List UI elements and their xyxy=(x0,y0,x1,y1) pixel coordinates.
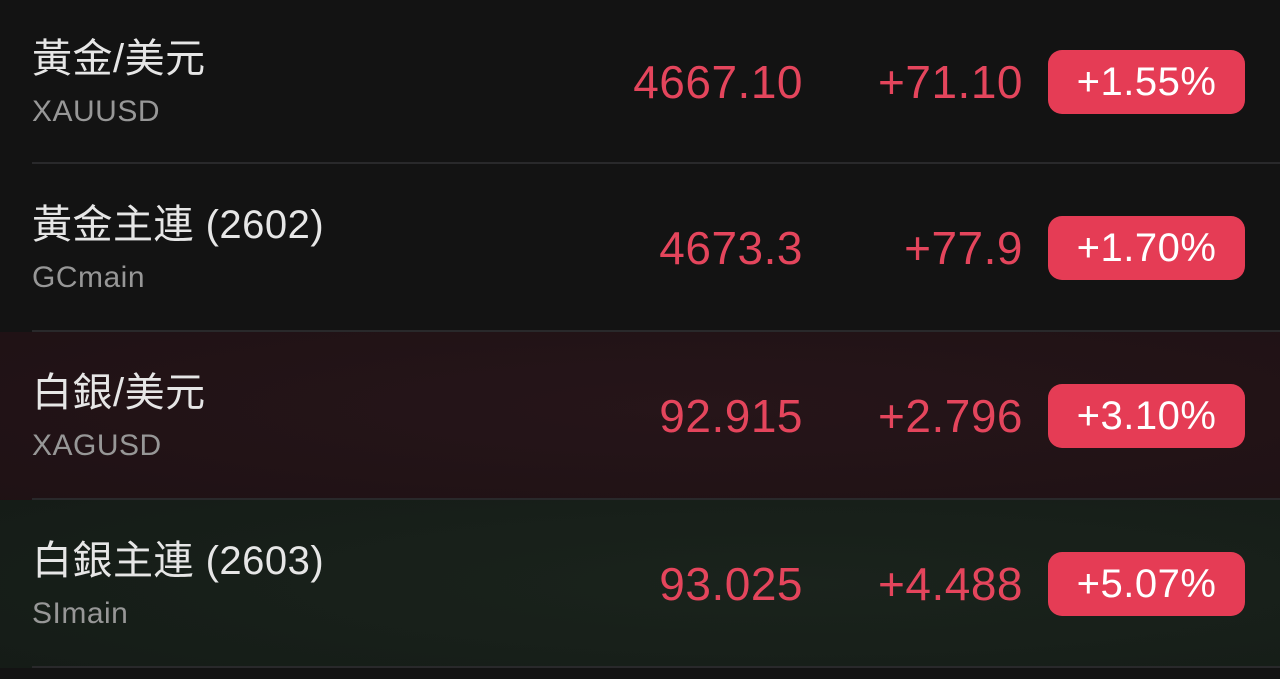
instrument-symbol: GCmain xyxy=(32,260,146,294)
percent-change-badge[interactable]: +3.10% xyxy=(1048,384,1245,448)
last-price: 4667.10 xyxy=(633,56,803,108)
percent-change-badge[interactable]: +1.55% xyxy=(1048,50,1245,114)
price-change: +4.488 xyxy=(878,558,1023,610)
percent-change-badge[interactable]: +1.70% xyxy=(1048,216,1245,280)
instrument-name: 黃金/美元 xyxy=(32,36,206,81)
instrument-symbol: XAUUSD xyxy=(32,94,161,128)
last-price: 92.915 xyxy=(659,390,803,442)
last-price: 4673.3 xyxy=(659,222,803,274)
instrument-name-block: 白銀主連 (2603) SImain xyxy=(32,539,659,630)
instrument-symbol: XAGUSD xyxy=(32,428,162,462)
quote-row-xauusd[interactable]: 黃金/美元 XAUUSD 4667.10 +71.10 +1.55% xyxy=(0,0,1280,164)
instrument-symbol: SImain xyxy=(32,596,129,630)
instrument-name-block: 黃金主連 (2602) GCmain xyxy=(32,203,659,294)
percent-change-badge[interactable]: +5.07% xyxy=(1048,552,1245,616)
quote-row-simain[interactable]: 白銀主連 (2603) SImain 93.025 +4.488 +5.07% xyxy=(0,500,1280,668)
list-bottom-filler xyxy=(0,668,1280,679)
instrument-name: 白銀/美元 xyxy=(32,370,206,415)
instrument-name-block: 黃金/美元 XAUUSD xyxy=(32,37,633,128)
instrument-name: 白銀主連 (2603) xyxy=(32,538,325,583)
last-price: 93.025 xyxy=(659,558,803,610)
quote-row-xagusd[interactable]: 白銀/美元 XAGUSD 92.915 +2.796 +3.10% xyxy=(0,332,1280,500)
price-change: +2.796 xyxy=(878,390,1023,442)
instrument-name: 黃金主連 (2602) xyxy=(32,202,325,247)
price-change: +71.10 xyxy=(878,56,1023,108)
quote-row-gcmain[interactable]: 黃金主連 (2602) GCmain 4673.3 +77.9 +1.70% xyxy=(0,164,1280,332)
price-change: +77.9 xyxy=(904,222,1023,274)
instrument-name-block: 白銀/美元 XAGUSD xyxy=(32,371,659,462)
